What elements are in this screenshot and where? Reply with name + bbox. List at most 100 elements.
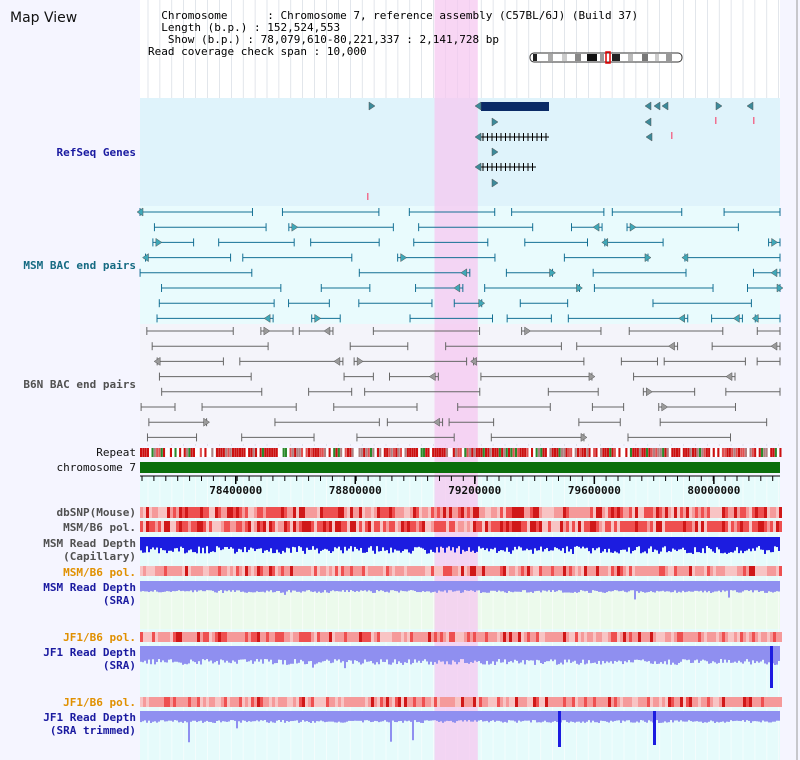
repeat-segment xyxy=(379,448,382,457)
msm-bac-track[interactable] xyxy=(136,207,784,323)
repeat-segment xyxy=(192,448,195,457)
jf1-sra-depth-bar xyxy=(562,646,564,665)
polymorphism-cell xyxy=(152,507,155,518)
msm-capillary-depth-bar xyxy=(438,537,440,553)
polymorphism-cell xyxy=(518,697,521,707)
b6n-bac-end-arrow xyxy=(203,417,211,427)
polymorphism-cell xyxy=(725,566,728,576)
repeat-segment xyxy=(220,448,223,457)
jf1-sra-depth-bar xyxy=(436,646,438,664)
msm-capillary-depth-bar xyxy=(778,537,780,551)
polymorphism-cell xyxy=(173,521,176,532)
polymorphism-cell xyxy=(218,521,221,532)
polymorphism-cell xyxy=(431,697,434,707)
polymorphism-cell xyxy=(776,632,779,642)
jf1-sra-depth-bar xyxy=(512,646,514,663)
polymorphism-cell xyxy=(353,566,356,576)
polymorphism-cell xyxy=(152,566,155,576)
polymorphism-cell xyxy=(524,507,527,518)
label-msm-bac[interactable]: MSM BAC end pairs xyxy=(23,259,136,272)
repeat-segment xyxy=(524,448,527,457)
repeat-segment xyxy=(310,448,313,457)
msm-capillary-depth-bar xyxy=(274,537,276,554)
polymorphism-cell xyxy=(173,566,176,576)
jf1-trimmed-depth-bar xyxy=(148,711,150,721)
msm-capillary-depth-bar xyxy=(674,537,676,550)
jf1-trimmed-depth-bar xyxy=(680,711,682,721)
jf1-trimmed-depth-bar xyxy=(378,711,380,723)
jf1-trimmed-depth-bar xyxy=(518,711,520,721)
jf1-sra-depth-bar xyxy=(582,646,584,660)
refseq-genes-track[interactable] xyxy=(367,101,755,200)
msm-capillary-depth-bar xyxy=(304,537,306,554)
polymorphism-cell xyxy=(698,632,701,642)
polymorphism-cell xyxy=(350,632,353,642)
polymorphism-cell xyxy=(242,697,245,707)
jf1-trimmed-depth-bar xyxy=(578,711,580,722)
jf1-trimmed-depth-bar xyxy=(316,711,318,722)
repeat-segment xyxy=(321,448,324,457)
msm-sra-depth-bar xyxy=(302,581,304,592)
msm-capillary-depth-bar xyxy=(520,537,522,548)
jf1-sra-depth-bar xyxy=(438,646,440,661)
b6n-bac-track[interactable] xyxy=(140,326,781,442)
jf1-trimmed-depth-bar xyxy=(216,711,218,721)
repeat-segment xyxy=(294,448,297,457)
jf1-trimmed-depth-bar xyxy=(440,711,442,722)
msm-capillary-depth-bar xyxy=(680,537,682,550)
msm-capillary-depth-bar xyxy=(268,537,270,552)
polymorphism-cell xyxy=(719,521,722,532)
jf1-trimmed-depth-bar xyxy=(570,711,572,722)
msm-sra-depth-bar xyxy=(420,581,422,593)
polymorphism-cell xyxy=(413,521,416,532)
jf1-sra-depth-bar xyxy=(504,646,506,660)
repeat-segment xyxy=(600,448,603,457)
msm-sra-depth-bar xyxy=(378,581,380,592)
polymorphism-cell xyxy=(299,632,302,642)
jf1-sra-depth-bar xyxy=(178,646,180,663)
jf1-sra-depth-bar xyxy=(676,646,678,665)
repeat-segment xyxy=(172,448,175,457)
jf1-trimmed-depth-bar xyxy=(366,711,368,721)
msm-sra-depth-bar xyxy=(150,581,152,592)
label-msm-depth-sra: MSM Read Depth (SRA) xyxy=(43,581,136,607)
jf1-trimmed-depth-bar xyxy=(196,711,198,723)
chromosome-ideogram[interactable] xyxy=(529,51,683,64)
polymorphism-cell xyxy=(308,507,311,518)
label-b6n-bac[interactable]: B6N BAC end pairs xyxy=(23,378,136,391)
polymorphism-cell xyxy=(521,697,524,707)
polymorphism-cell xyxy=(161,697,164,707)
polymorphism-cell xyxy=(197,507,200,518)
msm-sra-depth-bar xyxy=(416,581,418,593)
msm-sra-depth-bar xyxy=(452,581,454,592)
polymorphism-cell xyxy=(341,521,344,532)
jf1-trimmed-depth-bar xyxy=(428,711,430,721)
repeat-segment xyxy=(537,448,540,457)
jf1-trimmed-depth-bar xyxy=(446,711,448,721)
polymorphism-cell xyxy=(347,507,350,518)
jf1-trimmed-depth-bar xyxy=(642,711,644,721)
msm-capillary-depth-bar xyxy=(428,537,430,554)
polymorphism-cell xyxy=(773,507,776,518)
polymorphism-cell xyxy=(374,697,377,707)
msm-capillary-depth-bar xyxy=(270,537,272,549)
msm-capillary-depth-bar xyxy=(766,537,768,551)
repeat-segment xyxy=(643,448,646,457)
jf1-trimmed-depth-bar xyxy=(394,711,396,723)
jf1-sra-depth-bar xyxy=(498,646,500,660)
msm-sra-depth-bar xyxy=(608,581,610,592)
msm-sra-depth-bar xyxy=(642,581,644,592)
jf1-sra-depth-bar xyxy=(616,646,618,662)
msm-capillary-depth-bar xyxy=(384,537,386,551)
jf1-sra-depth-bar xyxy=(332,646,334,663)
jf1-sra-depth-bar xyxy=(732,646,734,663)
polymorphism-cell xyxy=(731,521,734,532)
jf1-sra-depth-bar xyxy=(384,646,386,663)
jf1-trimmed-depth-bar xyxy=(194,711,196,721)
polymorphism-cell xyxy=(410,507,413,518)
jf1-trimmed-depth-bar xyxy=(562,711,564,721)
label-refseq-genes[interactable]: RefSeq Genes xyxy=(56,146,136,159)
polymorphism-cell xyxy=(641,697,644,707)
jf1-sra-depth-bar xyxy=(572,646,574,662)
